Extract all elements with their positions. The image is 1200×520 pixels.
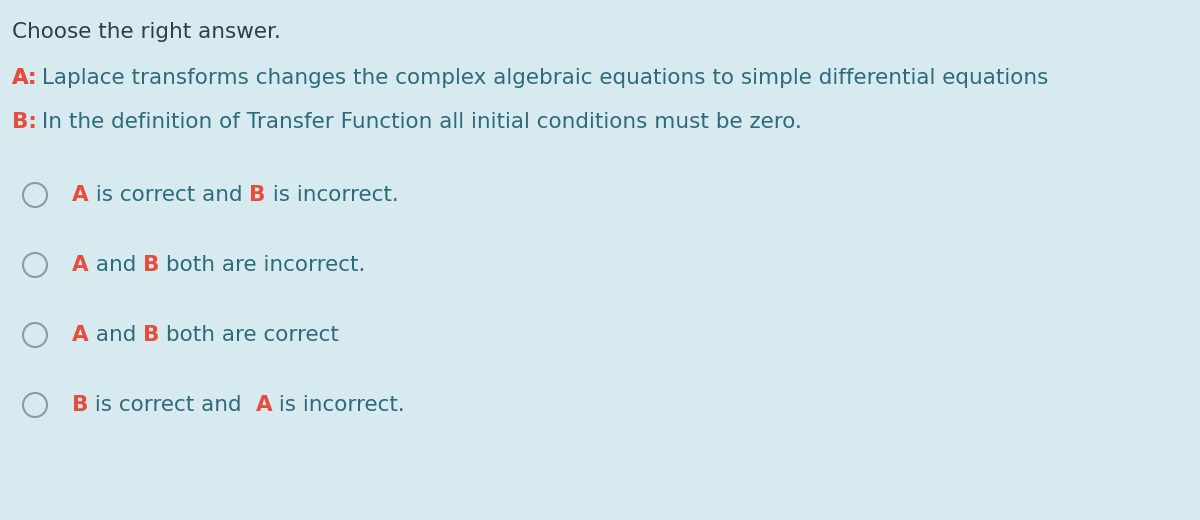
Text: B: B (250, 185, 265, 205)
Text: In the definition of Transfer Function all initial conditions must be zero.: In the definition of Transfer Function a… (35, 112, 802, 132)
Text: B: B (72, 395, 89, 415)
Text: A: A (256, 395, 272, 415)
Text: is correct and: is correct and (89, 395, 256, 415)
Text: A:: A: (12, 68, 37, 88)
Text: both are correct: both are correct (160, 325, 340, 345)
Text: Choose the right answer.: Choose the right answer. (12, 22, 281, 42)
Text: both are incorrect.: both are incorrect. (160, 255, 366, 275)
Text: and: and (89, 255, 143, 275)
Text: A:: A: (12, 68, 37, 88)
Text: B: B (143, 325, 160, 345)
Text: is correct and: is correct and (89, 185, 250, 205)
Text: B: B (143, 255, 160, 275)
Text: A: A (72, 255, 89, 275)
Text: A: A (72, 185, 89, 205)
Text: B:: B: (12, 112, 37, 132)
Text: A: A (72, 325, 89, 345)
Text: is incorrect.: is incorrect. (272, 395, 406, 415)
Text: Laplace transforms changes the complex algebraic equations to simple differentia: Laplace transforms changes the complex a… (35, 68, 1049, 88)
Text: is incorrect.: is incorrect. (265, 185, 398, 205)
Text: and: and (89, 325, 143, 345)
